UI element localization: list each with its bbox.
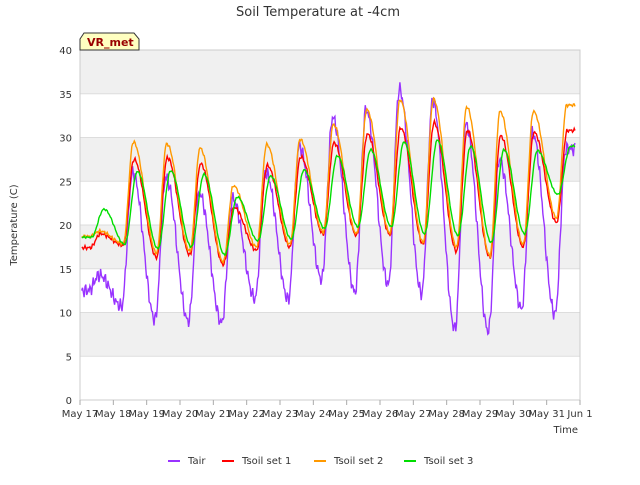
series-line-tsoil-set-2 [81,96,576,265]
x-tick-label: May 24 [295,409,332,420]
legend-label: Tsoil set 1 [241,456,291,467]
y-tick-label: 20 [59,221,72,232]
plot-band [80,225,580,269]
legend-label: Tsoil set 3 [423,456,473,467]
y-tick-label: 30 [59,134,72,145]
y-tick-label: 25 [59,177,72,188]
legend-label: Tsoil set 2 [333,456,383,467]
x-tick-label: May 17 [62,409,99,420]
y-tick-label: 0 [66,396,72,407]
series-line-tair [81,82,576,336]
y-tick-label: 10 [59,309,72,320]
x-tick-label: May 30 [495,409,532,420]
x-tick-label: May 23 [262,409,299,420]
chart-title: Soil Temperature at -4cm [236,5,400,20]
y-tick-label: 35 [59,90,72,101]
y-tick-label: 5 [66,352,72,363]
x-tick-label: May 18 [95,409,132,420]
series-line-tsoil-set-3 [81,139,576,256]
x-tick-label: Jun 1 [566,409,592,420]
y-axis: 0 5 10 15 20 25 30 35 40 [59,46,72,407]
x-tick-label: May 19 [128,409,165,420]
station-badge-label: VR_met [87,36,134,49]
plot-band [80,312,580,357]
x-tick-label: May 27 [395,409,432,420]
y-tick-label: 40 [59,46,72,57]
x-tick-label: May 21 [195,409,232,420]
legend-label: Tair [187,456,206,467]
x-tick-label: May 26 [362,409,399,420]
x-tick-label: May 25 [328,409,365,420]
station-badge-box [79,32,140,51]
station-badge: VR_met [79,32,140,51]
plot-band [80,50,580,94]
plot-frame [79,49,581,401]
series-layer [81,82,576,336]
x-tick-label: May 20 [162,409,199,420]
x-tick-label: May 28 [428,409,465,420]
x-tick-label: May 31 [528,409,565,420]
x-axis-label: Time [553,425,578,436]
x-tick-label: May 29 [462,409,499,420]
y-axis-label: Temperature (C) [9,184,20,266]
legend: Tair Tsoil set 1 Tsoil set 2 Tsoil set 3 [168,456,473,467]
x-tick-label: May 22 [228,409,265,420]
y-tick-label: 15 [59,265,72,276]
